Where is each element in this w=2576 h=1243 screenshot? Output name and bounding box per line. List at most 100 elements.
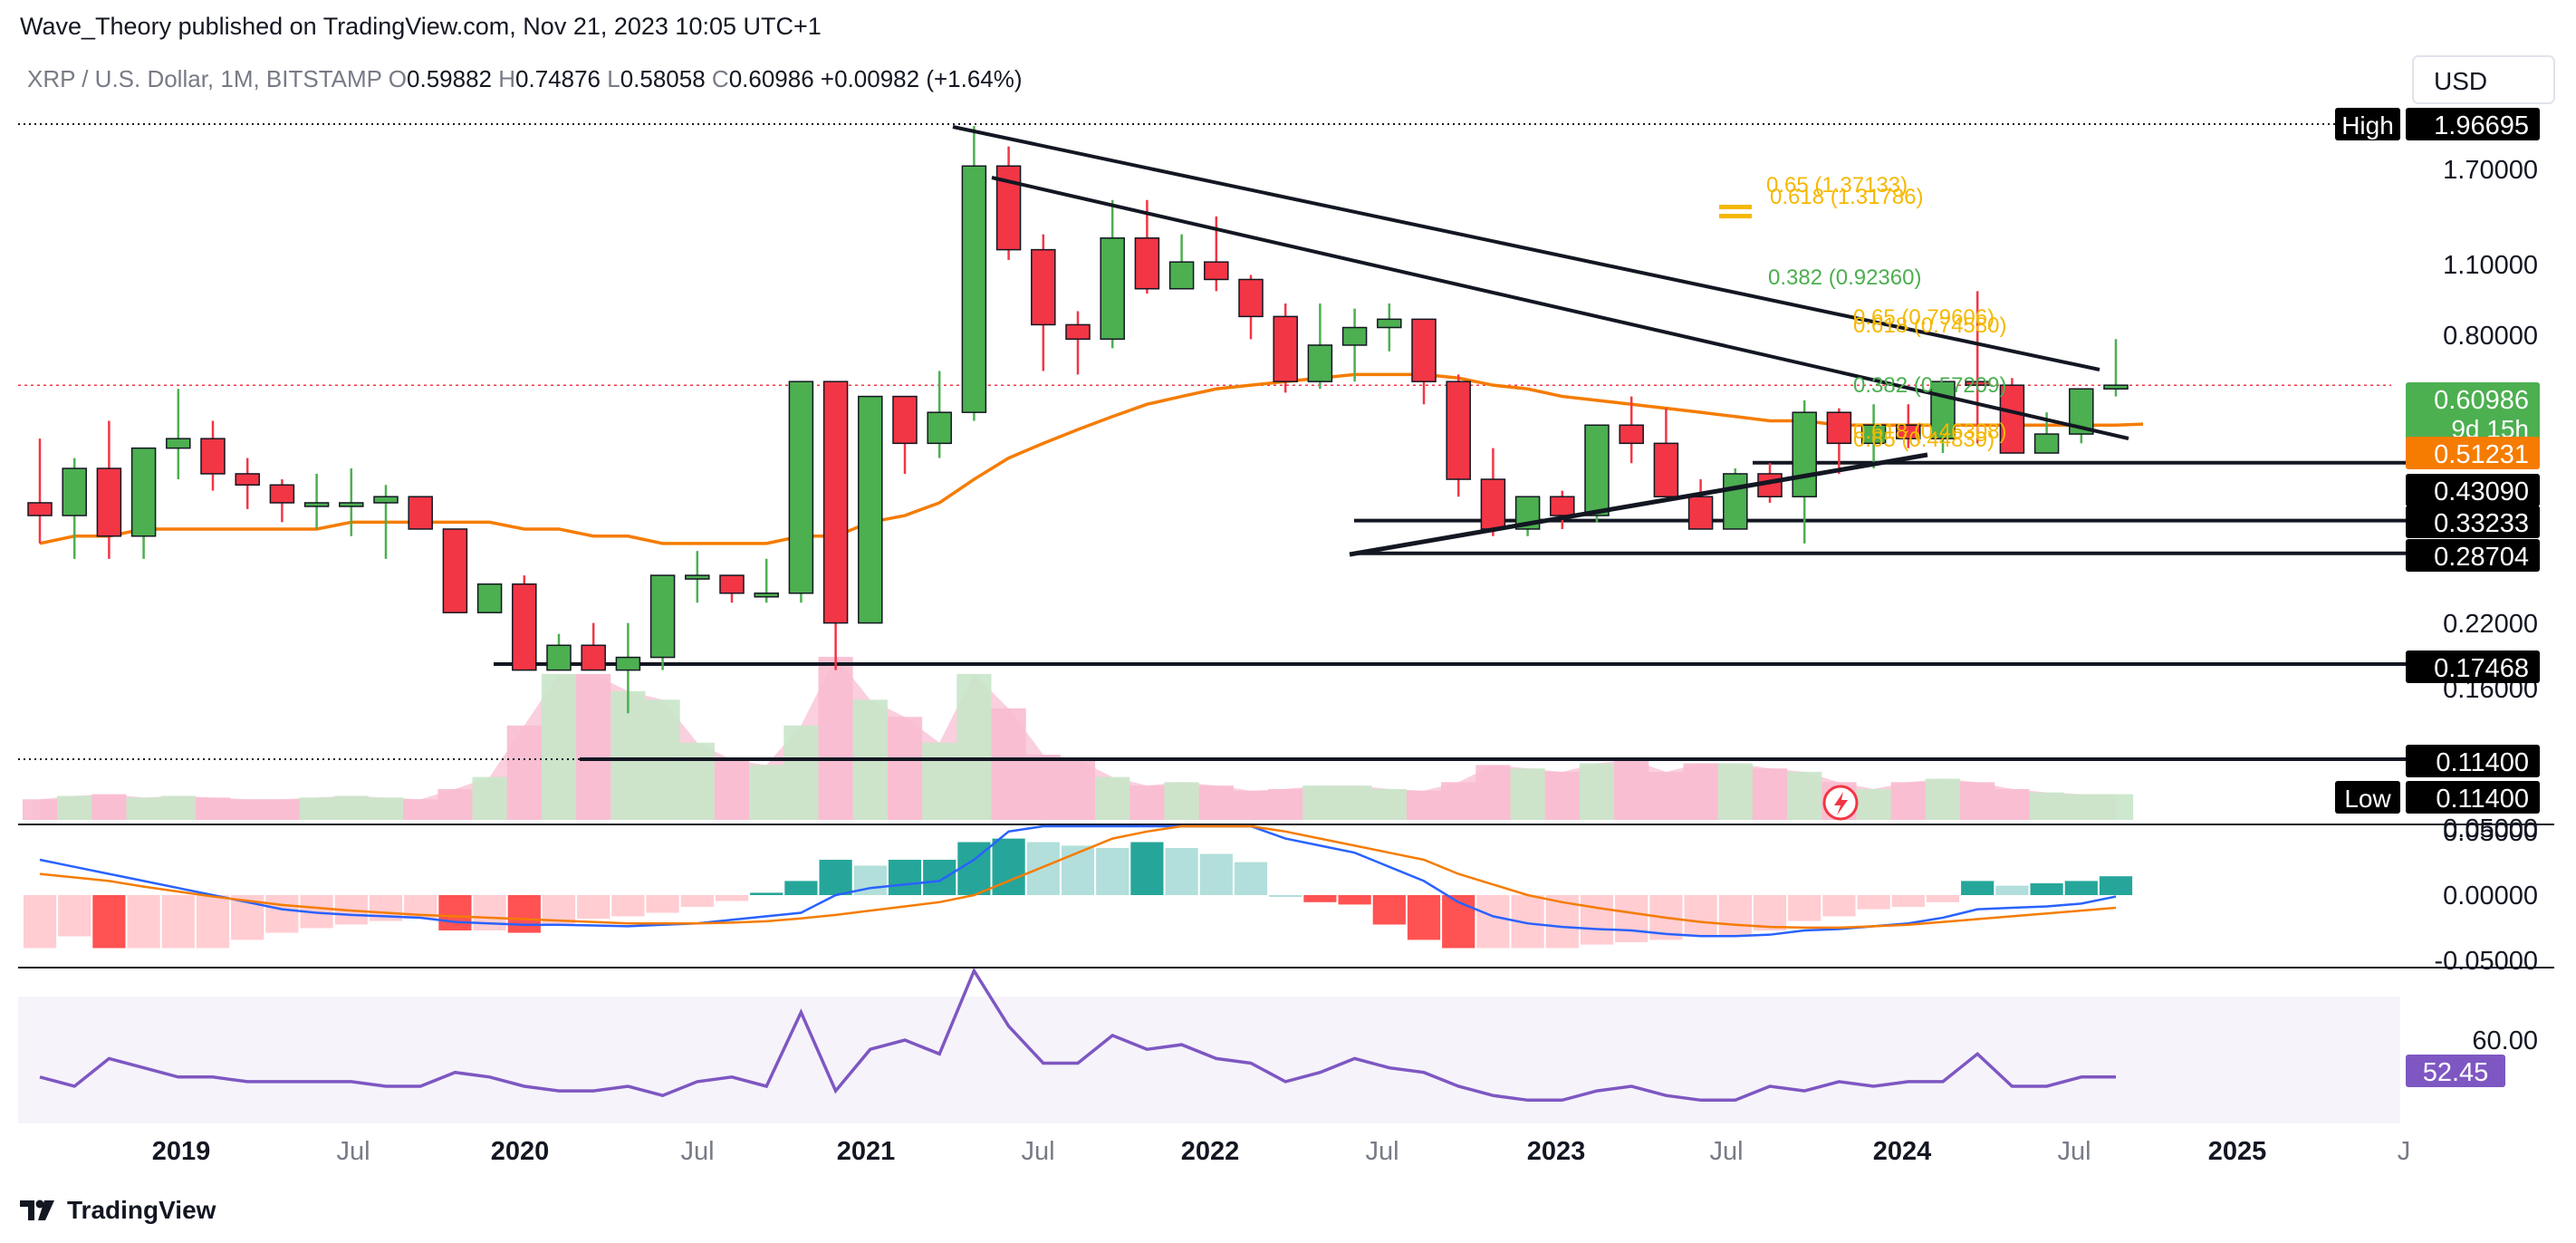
candle-body [719, 574, 745, 594]
price-tick: 0.05000 [2443, 818, 2538, 847]
candle-body [1792, 411, 1817, 497]
volume-bar [264, 799, 300, 820]
volume-bar [1302, 785, 1338, 820]
legend-row: XRP / U.S. Dollar, 1M, BITSTAMP O0.59882… [27, 65, 1023, 92]
candle-body [788, 381, 814, 594]
time-tick: 2020 [491, 1137, 550, 1166]
footer-brand-text: TradingView [67, 1196, 216, 1224]
macd-histogram-bar [1926, 895, 1960, 902]
time-tick: 2025 [2208, 1137, 2267, 1166]
price-tag-box [2335, 781, 2400, 814]
volume-bar [1579, 763, 1615, 820]
volume-bar [1164, 782, 1199, 820]
fib-label: 0.65 (1.37133) [1766, 173, 1908, 198]
rsi-line [39, 967, 2116, 1103]
volume-bar [126, 797, 161, 820]
macd-histogram-bar [1130, 842, 1164, 895]
macd-histogram-bar [1580, 895, 1614, 945]
volume-bar [299, 797, 334, 820]
trendlines [952, 125, 2129, 557]
footer-brand: TradingView [20, 1196, 216, 1225]
trendline-middle [991, 176, 2129, 440]
currency-label[interactable]: USD [2434, 67, 2487, 95]
candle-body [1965, 381, 1990, 386]
volume-bar [506, 725, 542, 820]
tradingview-logo-icon [20, 1200, 54, 1220]
volume-bar [1856, 788, 1891, 820]
price-tag-text: High [2341, 111, 2394, 140]
volume-bar [1752, 768, 1788, 820]
macd-histogram-bar [58, 895, 91, 937]
candle-body [62, 467, 87, 516]
candle-body [27, 502, 53, 516]
volume-bar [437, 788, 473, 820]
volume-bar [1994, 788, 2030, 820]
price-label-value: 0.33233 [2434, 509, 2529, 538]
time-tick: Jul [336, 1137, 370, 1166]
macd-histogram-bar [715, 895, 749, 901]
fib-label: 0.618 (0.74580) [1853, 313, 2006, 338]
currency-button[interactable]: USD [2412, 55, 2555, 104]
volume-bar [783, 725, 819, 820]
time-tick: Jul [2057, 1137, 2091, 1166]
volume-bar [1233, 790, 1269, 820]
legend-open: 0.59882 [407, 65, 498, 92]
candle-body [303, 502, 330, 507]
volume-bar [1198, 785, 1234, 820]
macd-line [39, 824, 2117, 938]
candle-body [892, 395, 918, 445]
volume-bar [2098, 794, 2134, 820]
volume-bar [714, 759, 750, 820]
price-label-value: 0.51231 [2434, 440, 2529, 469]
candle-body [476, 583, 503, 613]
macd-histogram-bar [680, 895, 714, 907]
macd-histogram-bar [819, 860, 852, 895]
candle-body [1307, 344, 1333, 382]
fib-marker [1719, 205, 1752, 209]
candle-body [1411, 318, 1437, 382]
macd-histogram-bar [92, 895, 126, 949]
volume-bar [91, 794, 127, 820]
macd-histogram-bar [1891, 895, 1925, 907]
candle-body [512, 583, 537, 671]
candle-body [1238, 278, 1264, 318]
macd-histogram-bar [1372, 895, 1406, 925]
macd-tick: 0.00000 [2443, 882, 2538, 911]
volume-bar [230, 799, 265, 820]
price-label-box [2406, 539, 2540, 572]
bolt-icon[interactable] [1822, 785, 1859, 821]
candle-body [961, 165, 987, 413]
candle-body [1031, 248, 1056, 326]
candle-body [1100, 237, 1125, 341]
candle-body [1999, 384, 2025, 454]
rsi-tick: 60.00 [2472, 1026, 2538, 1055]
volume-bar [333, 795, 369, 820]
volume-bar [1925, 778, 1961, 820]
trendline-upper [952, 125, 2100, 371]
candle-body [1584, 424, 1610, 516]
volume-bar [1960, 782, 1995, 820]
candle-body [754, 593, 779, 598]
macd-histogram-bar [473, 895, 506, 930]
candle-body [166, 438, 191, 449]
candle-body [1619, 424, 1644, 445]
candle-body [96, 467, 122, 537]
price-label-value: 1.96695 [2434, 111, 2529, 140]
macd-histogram-bar [611, 895, 645, 917]
candle-body [1480, 478, 1506, 530]
volume-bar [57, 795, 92, 820]
price-tag-box [2335, 108, 2400, 140]
signal-line [39, 824, 2117, 930]
macd-histogram-bar [127, 895, 160, 949]
publisher-header: Wave_Theory published on TradingView.com… [20, 13, 822, 40]
time-tick: Jul [1021, 1137, 1054, 1166]
macd-histogram-bar [1269, 895, 1302, 897]
macd-histogram-bar [161, 895, 195, 949]
volume-bar [1648, 771, 1684, 820]
candle-body [130, 447, 157, 537]
volume-bar [22, 799, 58, 820]
volume-bar [1475, 765, 1511, 820]
volume-bar [956, 673, 992, 820]
fib-label: 0.65 (0.79606) [1853, 305, 1994, 330]
